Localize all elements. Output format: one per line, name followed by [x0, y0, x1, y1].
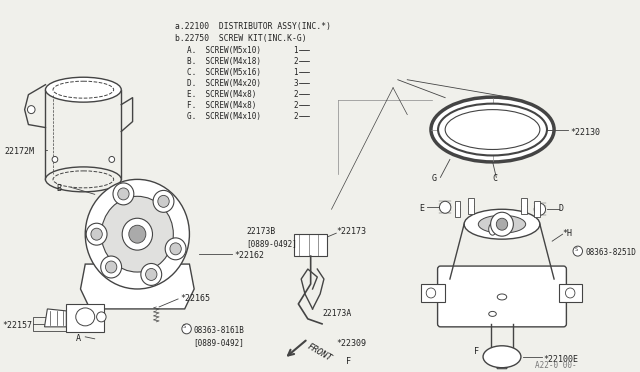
Text: A: A	[76, 334, 81, 343]
Ellipse shape	[438, 104, 547, 155]
Text: 22172M: 22172M	[4, 147, 35, 157]
Ellipse shape	[478, 215, 525, 233]
Text: 08363-8251D: 08363-8251D	[586, 248, 636, 257]
Text: G: G	[432, 174, 437, 183]
Polygon shape	[493, 354, 511, 369]
Text: E.  SCREW(M4x8): E. SCREW(M4x8)	[187, 90, 260, 99]
Text: A.  SCREW(M5x10): A. SCREW(M5x10)	[187, 46, 260, 55]
Circle shape	[491, 212, 513, 236]
Circle shape	[496, 218, 508, 230]
Text: 22173A: 22173A	[322, 309, 351, 318]
Circle shape	[52, 157, 58, 163]
Ellipse shape	[76, 308, 95, 326]
Text: D.  SCREW(M4x20): D. SCREW(M4x20)	[187, 79, 260, 88]
Polygon shape	[81, 264, 194, 309]
FancyBboxPatch shape	[438, 266, 566, 327]
Bar	[33, 317, 68, 331]
Text: b.22750  SCREW KIT(INC.K-G): b.22750 SCREW KIT(INC.K-G)	[175, 34, 307, 43]
Text: 2: 2	[294, 112, 298, 121]
Text: A22-0 00-: A22-0 00-	[535, 361, 577, 370]
Bar	[454, 201, 460, 217]
Text: G.  SCREW(M4x10): G. SCREW(M4x10)	[187, 112, 260, 121]
Circle shape	[573, 246, 582, 256]
Text: *H: *H	[563, 229, 573, 238]
Text: *22162: *22162	[234, 251, 264, 260]
Bar	[468, 198, 474, 214]
Circle shape	[109, 157, 115, 163]
Text: B.  SCREW(M4x18): B. SCREW(M4x18)	[187, 57, 260, 66]
Circle shape	[118, 188, 129, 200]
Text: 3: 3	[294, 79, 298, 88]
Circle shape	[101, 196, 173, 272]
Ellipse shape	[53, 81, 114, 98]
Circle shape	[91, 228, 102, 240]
Text: *22100E: *22100E	[543, 355, 579, 364]
Ellipse shape	[45, 77, 121, 102]
Text: 08363-8161B: 08363-8161B	[193, 326, 244, 335]
Text: E: E	[420, 204, 424, 213]
Bar	[294, 234, 327, 256]
Circle shape	[28, 106, 35, 113]
Circle shape	[141, 263, 162, 285]
Circle shape	[145, 269, 157, 280]
Circle shape	[426, 288, 436, 298]
Circle shape	[566, 288, 575, 298]
Text: [0889-0492]: [0889-0492]	[193, 338, 244, 347]
Ellipse shape	[431, 97, 554, 162]
Text: *22130: *22130	[570, 128, 600, 137]
Text: C.  SCREW(M5x16): C. SCREW(M5x16)	[187, 68, 260, 77]
Polygon shape	[45, 309, 67, 327]
Ellipse shape	[497, 294, 507, 300]
Text: B: B	[57, 185, 62, 193]
Text: C: C	[493, 174, 497, 183]
Ellipse shape	[489, 311, 496, 317]
Text: 1: 1	[294, 46, 298, 55]
Text: FRONT: FRONT	[306, 342, 333, 363]
Circle shape	[129, 225, 146, 243]
Text: [0889-0492]: [0889-0492]	[246, 239, 297, 248]
Circle shape	[86, 223, 107, 245]
Bar	[67, 304, 104, 332]
Text: *22173: *22173	[336, 227, 366, 236]
Bar	[559, 284, 582, 302]
Circle shape	[106, 261, 117, 273]
Ellipse shape	[489, 223, 496, 235]
Text: 22173B: 22173B	[246, 227, 275, 236]
Bar	[521, 198, 527, 214]
Text: 2: 2	[294, 57, 298, 66]
Text: 1: 1	[294, 68, 298, 77]
Circle shape	[165, 238, 186, 260]
Ellipse shape	[464, 209, 540, 239]
Circle shape	[113, 183, 134, 205]
Circle shape	[100, 256, 122, 278]
Ellipse shape	[45, 167, 121, 192]
Text: *22309: *22309	[336, 339, 366, 348]
Ellipse shape	[445, 110, 540, 150]
Circle shape	[153, 190, 174, 212]
Text: D: D	[559, 204, 564, 213]
Circle shape	[97, 312, 106, 322]
Ellipse shape	[483, 346, 521, 368]
Text: S: S	[574, 247, 577, 251]
Text: 2: 2	[294, 90, 298, 99]
Text: F: F	[474, 347, 479, 356]
Text: a.22100  DISTRIBUTOR ASSY(INC.*): a.22100 DISTRIBUTOR ASSY(INC.*)	[175, 22, 332, 31]
Circle shape	[170, 243, 181, 255]
Text: *22165: *22165	[180, 294, 210, 303]
Ellipse shape	[53, 171, 114, 188]
Bar	[422, 284, 445, 302]
Circle shape	[534, 203, 545, 215]
Circle shape	[182, 324, 191, 334]
Text: S: S	[183, 324, 186, 329]
Text: F.  SCREW(M4x8): F. SCREW(M4x8)	[187, 101, 260, 110]
Bar	[534, 201, 540, 217]
Circle shape	[158, 195, 169, 207]
Circle shape	[85, 179, 189, 289]
Text: 2: 2	[294, 101, 298, 110]
Circle shape	[122, 218, 152, 250]
Circle shape	[440, 201, 451, 213]
Text: F: F	[346, 357, 351, 366]
Text: *22157: *22157	[2, 321, 32, 330]
